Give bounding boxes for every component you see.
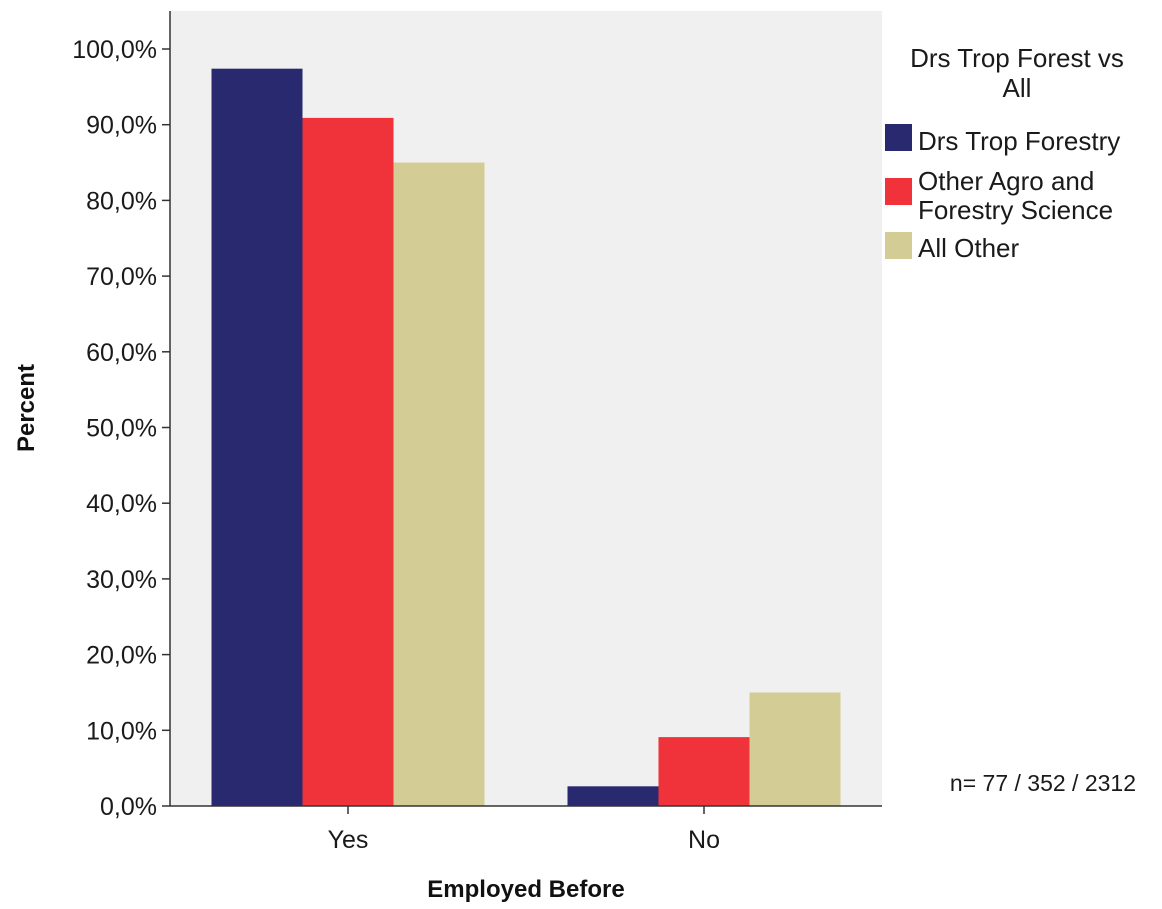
bar-yes-1	[211, 68, 303, 806]
y-tick-label: 30,0%	[86, 566, 157, 594]
legend: Drs Trop Forest vs All Drs Trop Forestry O…	[885, 43, 1124, 263]
bar-no-2	[658, 737, 750, 806]
y-axis-title: Percent	[13, 364, 40, 452]
legend-title: Drs Trop Forest vs All	[910, 43, 1124, 103]
x-axis-title: Employed Before	[427, 876, 624, 903]
x-axis-ticks: Yes No	[328, 806, 720, 854]
y-tick-label: 40,0%	[86, 490, 157, 518]
y-tick-label: 50,0%	[86, 415, 157, 443]
x-tick-label: No	[688, 826, 720, 854]
y-tick-label: 70,0%	[86, 263, 157, 291]
sample-size-note: n= 77 / 352 / 2312	[950, 770, 1136, 796]
y-tick-label: 80,0%	[86, 187, 157, 215]
bar-no-1	[567, 786, 659, 806]
legend-label: Other Agro and Forestry Science	[918, 166, 1113, 225]
y-tick-label: 100,0%	[72, 36, 157, 64]
y-tick-label: 20,0%	[86, 642, 157, 670]
y-tick-label: 60,0%	[86, 339, 157, 367]
legend-swatch	[885, 232, 912, 259]
legend-swatch	[885, 178, 912, 205]
y-axis-ticks: 0,0% 10,0% 20,0% 30,0% 40,0% 50,0% 60,0% 70,0% 8…	[72, 36, 170, 821]
x-tick-label: Yes	[328, 826, 369, 854]
legend-items: Drs Trop Forestry Other Agro and Forestry …	[885, 124, 1120, 263]
bar-yes-2	[302, 117, 394, 806]
bars-layer	[211, 68, 841, 807]
y-tick-label: 90,0%	[86, 112, 157, 140]
legend-label: All Other	[918, 233, 1019, 263]
y-tick-label: 0,0%	[100, 793, 157, 821]
legend-swatch	[885, 124, 912, 151]
y-tick-label: 10,0%	[86, 717, 157, 745]
bar-no-3	[749, 692, 841, 806]
bar-yes-3	[393, 162, 485, 807]
legend-label: Drs Trop Forestry	[918, 126, 1120, 156]
